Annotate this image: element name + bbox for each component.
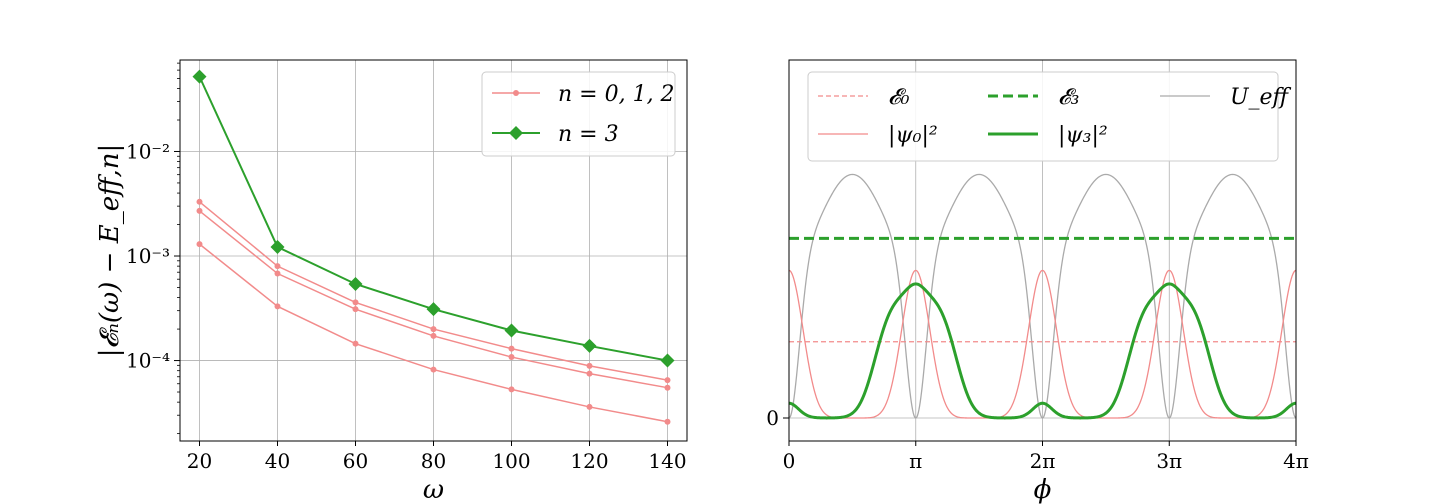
legend-marker (509, 126, 523, 140)
x-tick-label: 140 (648, 449, 686, 473)
data-point (430, 332, 437, 339)
legend-label: n = 3 (558, 122, 619, 147)
data-point (508, 345, 515, 352)
data-point (352, 340, 359, 347)
data-point (664, 377, 671, 384)
y-tick-label: 0 (766, 406, 779, 430)
y-tick-label: 10⁻² (126, 139, 170, 163)
x-tick-label: 4π (1283, 449, 1309, 473)
y-tick-label: 10⁻⁴ (126, 349, 170, 373)
x-tick-label: 2π (1030, 449, 1056, 473)
data-point (586, 370, 593, 377)
right-panel: 0 π 2π 3π 4π 0 ϕ 𝓔₀ |ψ₀|² 𝓔₃ |ψ₃|² U_eff (766, 59, 1309, 504)
x-tick-label: 3π (1156, 449, 1182, 473)
legend-label: n = 0, 1, 2 (558, 82, 675, 107)
data-point (508, 386, 515, 393)
data-point (664, 384, 671, 391)
y-axis-label: |𝓔ₙ(ω) − E_eff,n| (95, 144, 125, 358)
data-point (586, 362, 593, 369)
series-line-u-eff (788, 173, 1297, 419)
x-tick-label: 80 (421, 449, 446, 473)
data-point (660, 353, 675, 368)
legend-marker (513, 90, 519, 96)
data-point (586, 403, 593, 410)
y-tick-label: 10⁻³ (126, 244, 170, 268)
x-axis-label: ϕ (1034, 475, 1052, 504)
data-point (196, 207, 203, 214)
data-point (430, 326, 437, 333)
data-point (274, 270, 281, 277)
data-point (196, 198, 203, 205)
data-point (270, 239, 285, 254)
data-point (274, 263, 281, 270)
data-point (192, 69, 207, 84)
data-point (348, 276, 363, 291)
data-point (352, 306, 359, 313)
data-point (196, 241, 203, 248)
data-point (504, 323, 519, 338)
x-tick-label: 100 (492, 449, 530, 473)
x-tick-label: 20 (187, 449, 212, 473)
x-tick-label: 40 (265, 449, 290, 473)
data-point (582, 338, 597, 353)
x-axis-label: ω (423, 475, 444, 504)
legend-label: |ψ₃|² (1058, 123, 1108, 148)
data-point (664, 418, 671, 425)
data-point (352, 299, 359, 306)
data-point (508, 354, 515, 361)
legend-label: 𝓔₀ (888, 85, 910, 110)
series-line-psi0 (788, 269, 1297, 419)
legend-label: 𝓔₃ (1058, 85, 1079, 110)
data-point (426, 302, 441, 317)
legend-label: U_eff (1230, 85, 1292, 110)
data-point (430, 366, 437, 373)
legend-label: |ψ₀|² (888, 123, 938, 148)
series-line-psi3 (788, 282, 1297, 420)
x-tick-label: 120 (570, 449, 608, 473)
x-tick-label: 0 (783, 449, 796, 473)
x-tick-label: 60 (343, 449, 368, 473)
x-tick-label: π (909, 449, 922, 473)
legend-box-right (807, 71, 1279, 162)
data-point (274, 303, 281, 310)
left-panel: 20 40 60 80 100 120 140 10⁻² 10⁻³ 10⁻⁴ ω |𝓔ₙ(ω) − E… (95, 59, 688, 504)
